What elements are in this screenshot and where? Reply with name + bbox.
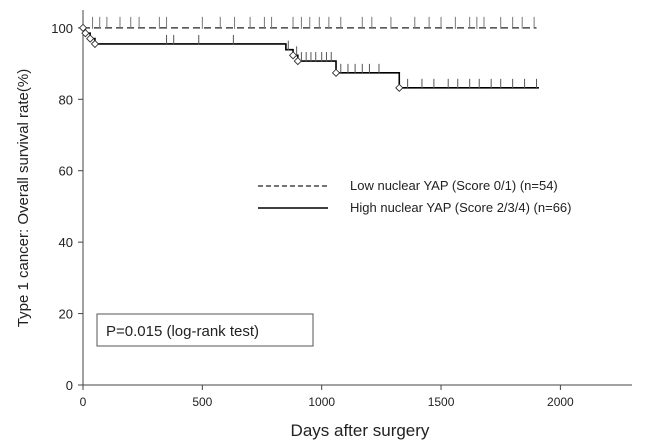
ticks: 0 500 1000 1500 2000 0 20 40 60 80 100 <box>51 21 574 409</box>
x-tick-label-2000: 2000 <box>547 395 574 409</box>
pvalue-box-border <box>96 313 314 347</box>
event-marker <box>288 51 298 60</box>
event-marker <box>81 29 90 38</box>
x-tick-label-500: 500 <box>192 395 212 409</box>
y-tick-label-60: 60 <box>59 164 73 179</box>
pvalue-text: P=0.015 (log-rank test) <box>106 323 259 340</box>
x-tick-label-1000: 1000 <box>308 395 335 409</box>
y-tick-label-40: 40 <box>59 235 73 250</box>
legend-label-high-yap: High nuclear YAP (Score 2/3/4) (n=66) <box>350 200 571 215</box>
x-tick-label-0: 0 <box>80 395 87 409</box>
start-marker <box>78 23 88 32</box>
event-marker <box>395 83 404 92</box>
y-tick-label-0: 0 <box>66 378 73 393</box>
axes <box>82 10 632 386</box>
x-tick-label-1500: 1500 <box>428 395 455 409</box>
series-layer <box>78 16 539 92</box>
series-1 <box>81 27 539 92</box>
series-0 <box>83 16 537 29</box>
event-marker <box>293 56 302 66</box>
y-axis-title: Type 1 cancer: Overall survival rate(%) <box>15 69 32 327</box>
event-marker <box>331 68 341 77</box>
legend-label-low-yap: Low nuclear YAP (Score 0/1) (n=54) <box>350 178 558 193</box>
legend: Low nuclear YAP (Score 0/1) (n=54) High … <box>258 178 571 215</box>
y-tick-label-100: 100 <box>51 21 73 36</box>
x-axis-title: Days after surgery <box>291 421 430 440</box>
y-tick-label-80: 80 <box>59 92 73 107</box>
event-marker <box>86 34 95 43</box>
y-tick-label-20: 20 <box>59 307 73 322</box>
event-marker <box>90 39 100 49</box>
pvalue-annotation: P=0.015 (log-rank test) <box>96 313 314 347</box>
